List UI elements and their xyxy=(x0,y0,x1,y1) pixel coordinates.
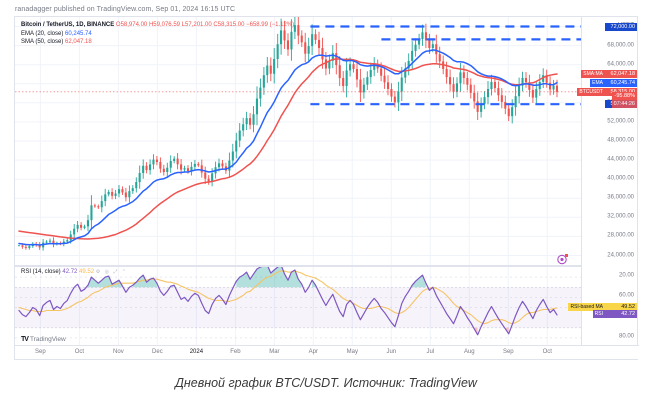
price-tick-label: 52,000.00 xyxy=(607,118,634,125)
time-tick-label: Apr xyxy=(308,349,318,355)
price-tag-name: SMA:MA xyxy=(581,70,605,78)
price-tick-label: 44,000.00 xyxy=(607,156,634,163)
pane-divider xyxy=(15,265,583,266)
legend-high-value: 59,076.59 xyxy=(153,22,180,28)
price-tag[interactable]: EMA 60,245.74 xyxy=(590,78,637,87)
price-tag-value: 62,047.18 xyxy=(605,70,637,78)
legend-open-value: 58,974.00 xyxy=(120,22,148,28)
time-tick-label: Jun xyxy=(386,349,397,355)
price-change-percent: -95.88% xyxy=(611,92,637,101)
price-tag[interactable]: SMA:MA 62,047.18 xyxy=(581,70,637,78)
legend-low-label: L xyxy=(181,22,186,28)
rsi-legend[interactable]: RSI (14, close) 42.72 49.52 ⚙ ◎ ⤢ ⌃ xyxy=(21,268,127,276)
time-tick-label: Aug xyxy=(463,349,475,355)
legend-sma-value: 62,047.18 xyxy=(65,39,92,45)
price-tag-value: 72,000.00 xyxy=(605,22,637,31)
rsi-chart-canvas[interactable] xyxy=(15,267,583,347)
bar-countdown: 07:44:26 xyxy=(611,100,637,109)
rsi-legend-icons[interactable]: ⚙ ◎ ⤢ ⌃ xyxy=(95,269,128,275)
price-tick-label: 36,000.00 xyxy=(607,194,634,201)
legend-open-label: O xyxy=(115,22,121,28)
price-tick-label: 64,000.00 xyxy=(607,61,634,68)
time-axis[interactable]: Sep Oct Nov Dec 2024 Feb Mar Apr May Jun Jul Aug Sep… xyxy=(15,345,639,359)
rsi-tag-value: 49.52 xyxy=(605,303,637,311)
time-tick-label: Jul xyxy=(426,349,435,355)
price-tick-label: 48,000.00 xyxy=(607,137,634,144)
price-axis[interactable]: USDT 72,000.0068,000.0064,000.0060,000.0… xyxy=(568,17,637,347)
rsi-tag-name: RSI-based MA xyxy=(568,303,605,311)
rsi-tag-name: RSI xyxy=(592,309,605,318)
rsi-tick-label: 80.00 xyxy=(618,333,634,340)
price-tick-label: 32,000.00 xyxy=(607,213,634,220)
price-chart-canvas[interactable] xyxy=(15,17,583,265)
time-tick-label: Oct xyxy=(74,349,85,355)
time-tick-label: Nov xyxy=(113,349,124,355)
legend-change-value: −658.99 (−1.12%) xyxy=(246,22,295,28)
price-tick-label: 28,000.00 xyxy=(607,232,634,239)
rsi-tick-label: 20.00 xyxy=(618,272,634,279)
legend-ema-label: EMA (20, close) xyxy=(21,30,64,37)
time-tick-label: Sep xyxy=(35,349,46,355)
time-tick-label: 2024 xyxy=(189,349,204,355)
time-tick-label: Dec xyxy=(152,349,163,355)
rsi-pane[interactable] xyxy=(15,266,583,347)
alert-marker-icon[interactable] xyxy=(555,252,569,265)
legend-symbol-row[interactable]: Bitcoin / TetherUS, 1D, BINANCE O58,974.… xyxy=(21,21,294,30)
legend-low-value: 57,201.00 xyxy=(185,22,212,28)
legend-close-label: C xyxy=(213,22,218,28)
rsi-legend-ma-value: 49.52 xyxy=(79,269,95,275)
time-tick-label: Feb xyxy=(230,349,241,355)
rsi-tag[interactable]: RSI 42.72 xyxy=(592,309,637,318)
rsi-tick-label: 60.00 xyxy=(618,292,634,299)
price-tag-value: 60,245.74 xyxy=(605,78,637,87)
price-tag[interactable]: BTCUSDT58,315.00 xyxy=(577,87,637,96)
price-legend: Bitcoin / TetherUS, 1D, BINANCE O58,974.… xyxy=(21,21,294,47)
price-tick-label: 68,000.00 xyxy=(607,42,634,49)
legend-ema-value: 60,245.74 xyxy=(65,30,92,37)
rsi-tag[interactable]: RSI-based MA 49.52 xyxy=(568,303,637,311)
rsi-legend-label: RSI (14, close) xyxy=(21,269,61,275)
price-pane[interactable] xyxy=(15,17,583,265)
figure-caption: Дневной график BTC/USDT. Источник: Tradi… xyxy=(175,376,477,390)
legend-close-value: 58,315.00 xyxy=(217,22,245,28)
rsi-tag-value: 42.72 xyxy=(605,309,637,318)
price-tag-value: 58,315.00 xyxy=(605,87,637,96)
attribution-text: ranadagger published on TradingView.com,… xyxy=(15,6,236,13)
price-tag[interactable]: 72,000.00 xyxy=(605,22,637,31)
legend-ema-row[interactable]: EMA (20, close) 60,245.74 xyxy=(21,30,294,39)
time-tick-label: Mar xyxy=(269,349,280,355)
time-tick-label: May xyxy=(346,349,358,355)
legend-sma-row[interactable]: SMA (50, close) 62,047.18 xyxy=(21,38,294,47)
rsi-legend-value: 42.72 xyxy=(62,269,78,275)
last-price-extra: -95.88% 07:44:26 xyxy=(611,92,637,109)
time-tick-label: Sep xyxy=(502,349,514,355)
tradingview-logo-text: TradingView xyxy=(29,336,66,343)
price-tag-name: BTCUSDT xyxy=(577,87,605,96)
time-tick-label: Oct xyxy=(542,349,552,355)
price-tick-label: 40,000.00 xyxy=(607,175,634,182)
legend-symbol[interactable]: Bitcoin / TetherUS, 1D, BINANCE xyxy=(21,22,115,28)
price-tick-label: 24,000.00 xyxy=(607,252,634,258)
legend-sma-label: SMA (50, close) xyxy=(21,39,64,45)
price-tag-name: EMA xyxy=(590,78,605,87)
tradingview-chart-widget[interactable]: Bitcoin / TetherUS, 1D, BINANCE O58,974.… xyxy=(14,16,639,360)
tradingview-logo-mark: TV xyxy=(21,336,29,343)
legend-high-label: H xyxy=(148,22,154,28)
tradingview-logo[interactable]: TV TradingView xyxy=(21,336,66,343)
